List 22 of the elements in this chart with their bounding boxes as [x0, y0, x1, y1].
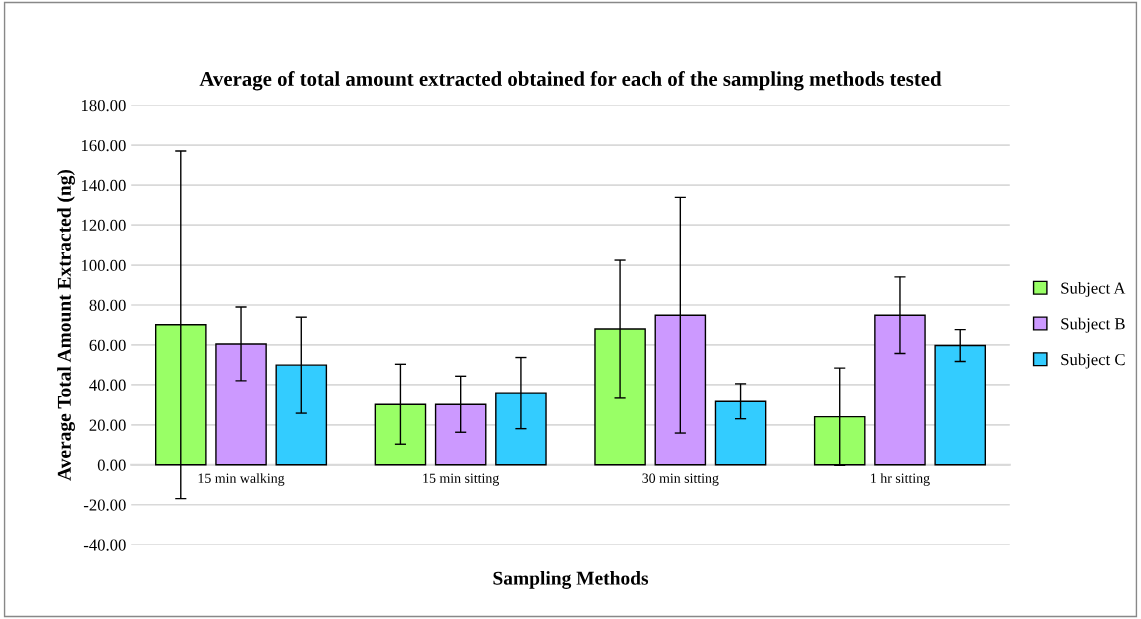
y-tick-label: 20.00: [89, 419, 126, 431]
y-tick-label: 120.00: [81, 219, 126, 232]
legend-label: Subject C: [1061, 353, 1125, 369]
y-tick-label: 100.00: [81, 259, 126, 272]
y-axis-title: Average Total Amount Extracted (ng): [57, 169, 75, 481]
y-tick-label: 80.00: [89, 299, 126, 312]
legend-label: Subject B: [1061, 317, 1125, 333]
y-tick-label: 140.00: [81, 179, 126, 192]
y-tick-label: 60.00: [89, 339, 126, 351]
y-tick-label: -40.00: [83, 539, 126, 551]
y-tick-label: 40.00: [89, 379, 126, 391]
y-tick-label: 0.00: [97, 459, 126, 471]
x-axis-title: Sampling Methods: [493, 571, 649, 589]
y-tick-label: 160.00: [81, 139, 126, 152]
legend-label: Subject A: [1061, 282, 1126, 298]
y-tick-label: -20.00: [83, 499, 126, 511]
x-tick-label: 30 min sitting: [642, 473, 719, 486]
chart-title: Average of total amount extracted obtained for each of the sampling methods tested: [199, 71, 942, 91]
x-tick-label: 1 hr sitting: [871, 473, 930, 486]
x-tick-label: 15 min sitting: [423, 473, 499, 486]
x-tick-label: 15 min walking: [198, 473, 285, 486]
y-tick-label: 180.00: [81, 99, 126, 112]
